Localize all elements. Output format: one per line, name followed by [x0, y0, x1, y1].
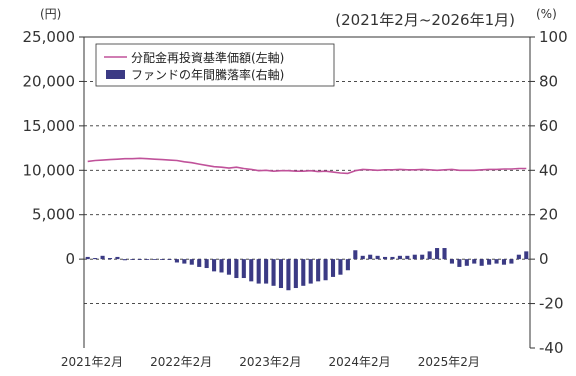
- return-bar: [160, 259, 165, 260]
- return-bar: [189, 259, 194, 265]
- return-bar: [167, 259, 172, 260]
- return-bar: [145, 259, 150, 260]
- return-bar: [330, 259, 336, 277]
- legend-box: [95, 43, 335, 87]
- return-bar: [204, 259, 209, 269]
- left-tick-label: 5,000: [32, 206, 75, 224]
- return-bar: [383, 256, 388, 260]
- return-bar: [457, 259, 462, 267]
- return-bar: [197, 259, 202, 267]
- return-bar: [375, 255, 380, 260]
- return-bar: [524, 251, 529, 260]
- x-tick-label: 2024年2月: [329, 355, 391, 369]
- right-tick-label: 60: [539, 117, 558, 135]
- grid: [84, 80, 530, 305]
- period-label: (2021年2月~2026年1月): [335, 11, 515, 29]
- return-bar: [427, 251, 432, 260]
- return-bar: [472, 259, 477, 264]
- return-bar: [137, 259, 142, 260]
- axes: 25,000 20,000 15,000 10,000 5,000 0 100 80 60 40 2…: [23, 28, 568, 369]
- right-tick-label: 80: [539, 72, 558, 90]
- return-bar: [442, 248, 447, 260]
- return-bar: [212, 259, 217, 272]
- return-bar: [226, 259, 231, 275]
- return-bar: [256, 259, 261, 284]
- line-series: [87, 157, 527, 175]
- return-bar: [464, 259, 469, 266]
- left-tick-label: 0: [65, 250, 75, 268]
- right-tick-label: 40: [539, 161, 558, 179]
- legend-swatch-bar: [106, 70, 125, 79]
- return-bar: [241, 259, 246, 279]
- return-bar: [152, 259, 157, 260]
- return-bar: [234, 259, 239, 279]
- return-bar: [420, 254, 425, 260]
- return-bar: [122, 259, 127, 261]
- return-bar: [494, 259, 499, 264]
- return-bar: [449, 259, 454, 264]
- x-tick-label: 2023年2月: [239, 355, 301, 369]
- return-bar: [397, 255, 402, 260]
- return-bar: [271, 259, 276, 286]
- right-axis-unit: (%): [536, 7, 557, 21]
- return-bar: [278, 259, 284, 289]
- return-bar: [182, 259, 187, 264]
- x-tick-label: 2021年2月: [61, 355, 123, 369]
- return-bar: [516, 254, 521, 260]
- return-bar: [501, 259, 507, 265]
- return-bar: [405, 255, 410, 260]
- return-bar: [100, 255, 105, 260]
- return-bar: [115, 256, 120, 260]
- return-bar: [323, 259, 328, 281]
- return-bar: [368, 254, 373, 260]
- return-bar: [249, 259, 254, 282]
- right-tick-label: 100: [539, 28, 568, 46]
- return-bar: [390, 256, 395, 260]
- right-tick-label: 0: [539, 250, 549, 268]
- return-bar: [487, 259, 492, 265]
- return-bar: [130, 259, 135, 260]
- legend-entry-nav: 分配金再投資基準価額(左軸): [131, 50, 284, 65]
- return-bar: [219, 259, 224, 273]
- legend: 分配金再投資基準価額(左軸) ファンドの年間騰落率(右軸): [95, 43, 335, 87]
- legend-entry-return: ファンドの年間騰落率(右軸): [131, 67, 284, 82]
- return-bar: [360, 255, 365, 260]
- return-bar: [435, 248, 440, 260]
- return-bar: [293, 259, 298, 289]
- x-tick-label: 2025年2月: [418, 355, 480, 369]
- right-tick-label: -40: [539, 339, 564, 357]
- return-bar: [345, 259, 350, 271]
- return-bar: [412, 254, 417, 260]
- bar-series: [85, 248, 529, 291]
- x-tick-label: 2022年2月: [150, 355, 212, 369]
- left-tick-label: 15,000: [23, 117, 76, 135]
- right-tick-label: 20: [539, 206, 558, 224]
- return-bar: [353, 250, 358, 260]
- return-bar: [107, 258, 113, 260]
- return-bar: [479, 259, 484, 266]
- left-tick-label: 20,000: [23, 72, 76, 90]
- return-bar: [174, 259, 179, 263]
- return-bar: [264, 259, 269, 284]
- return-bar: [286, 259, 291, 291]
- nav-line: [87, 157, 527, 175]
- return-bar: [338, 259, 343, 275]
- return-bar: [301, 259, 306, 286]
- right-tick-label: -20: [539, 295, 564, 313]
- left-tick-label: 25,000: [23, 28, 76, 46]
- return-bar: [308, 259, 313, 284]
- return-bar: [93, 258, 98, 260]
- return-bar: [85, 256, 90, 260]
- left-axis-unit: (円): [40, 7, 61, 21]
- return-bar: [316, 259, 321, 282]
- left-tick-label: 10,000: [23, 161, 76, 179]
- return-bar: [509, 259, 514, 264]
